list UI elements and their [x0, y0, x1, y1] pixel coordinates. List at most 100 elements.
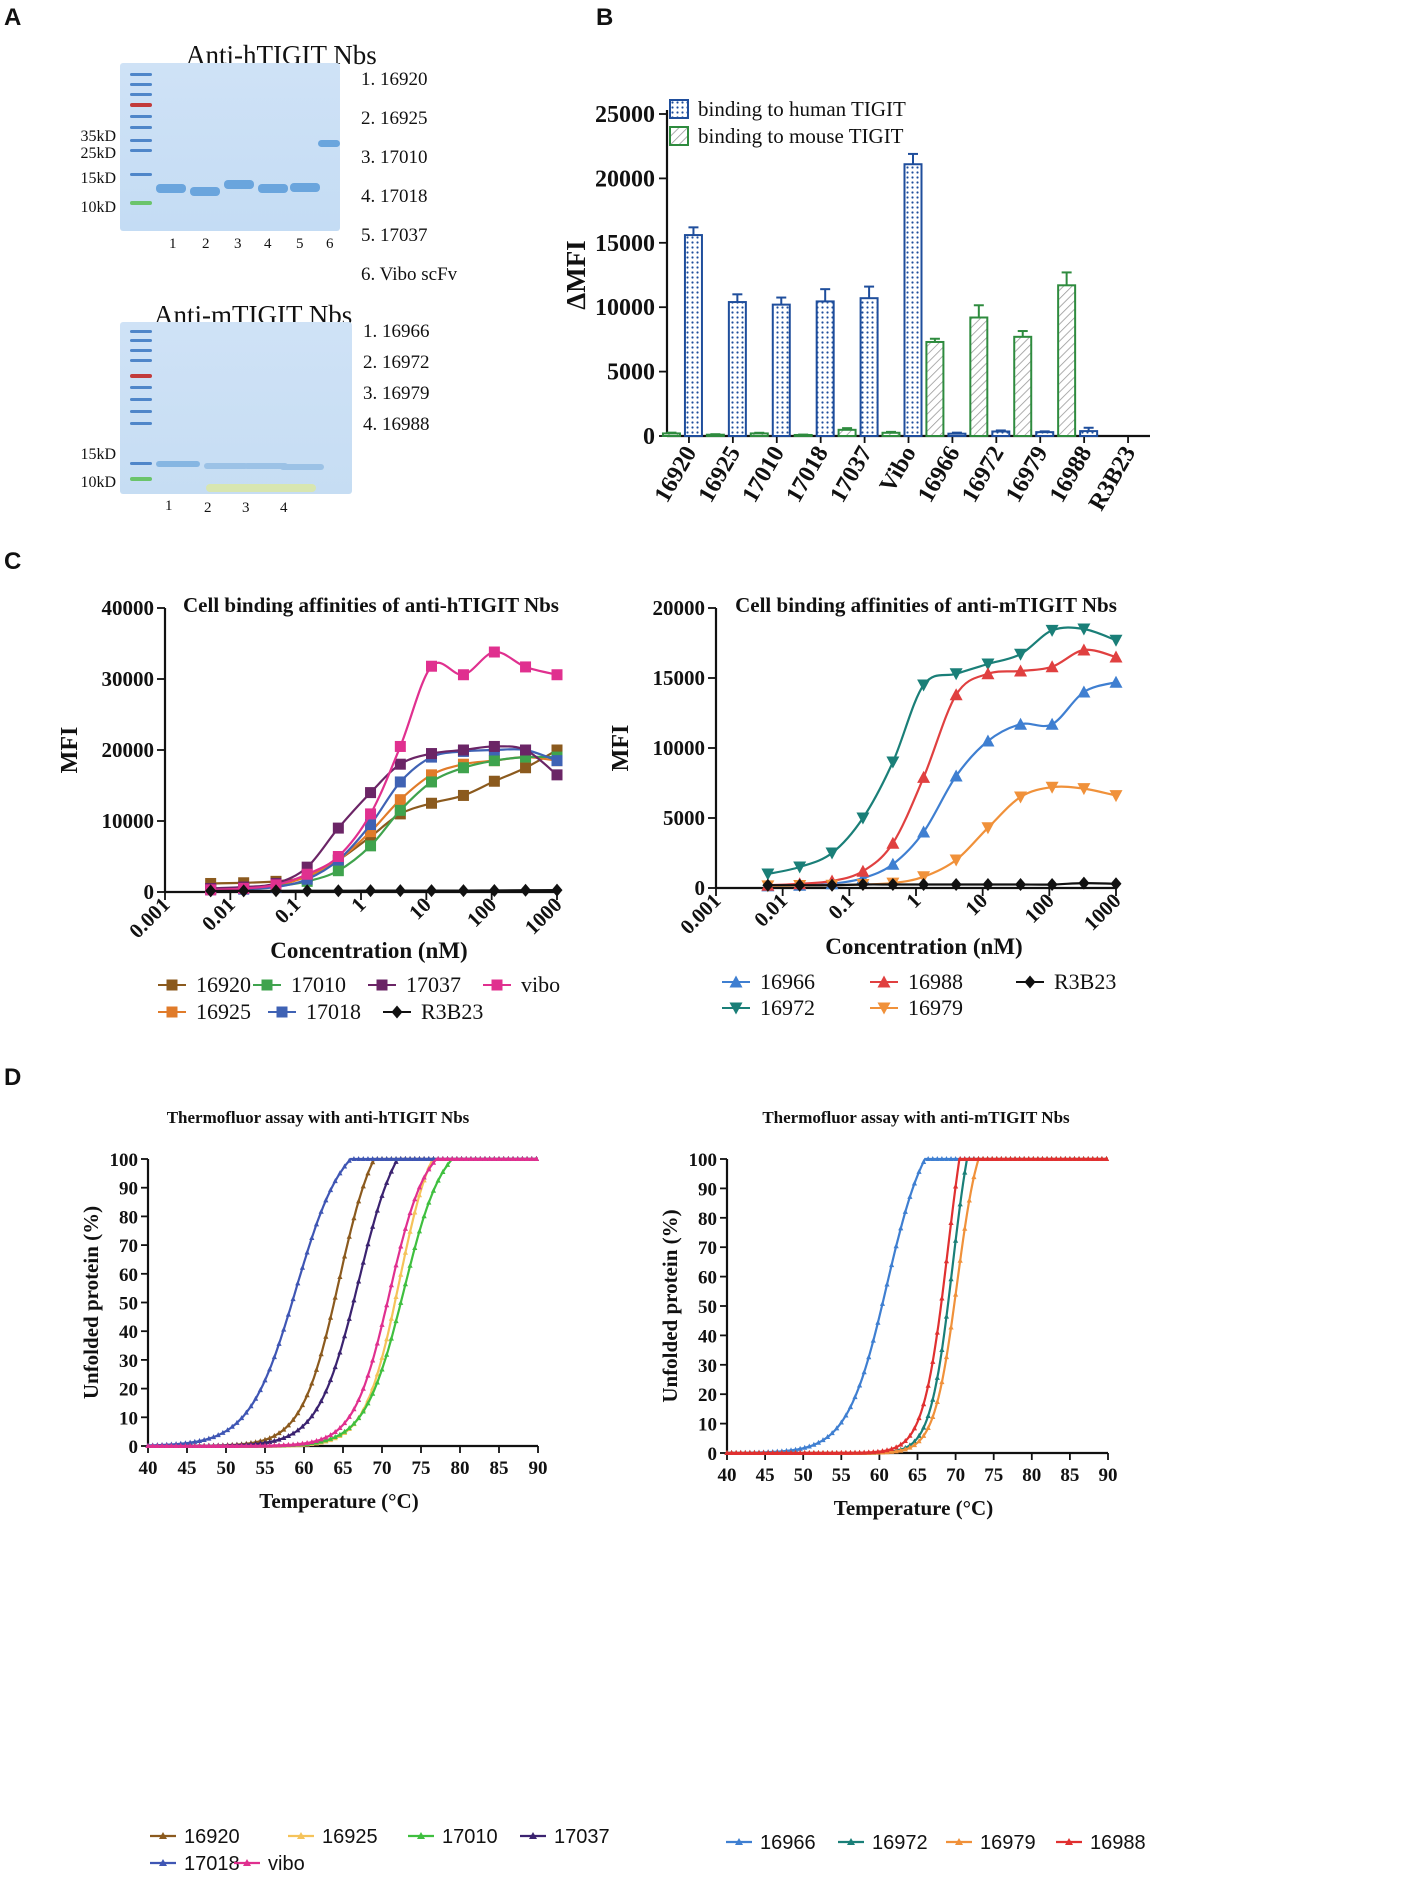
cr-point-16979: [1045, 781, 1059, 794]
dl-point-17018: [196, 1438, 203, 1444]
dl-point-17018: [257, 1387, 263, 1393]
dl-point-vibo: [332, 1428, 338, 1434]
dr-point-16988: [1076, 1156, 1082, 1161]
dl-point-16925: [379, 1354, 385, 1360]
b-y-tick-label: 15000: [595, 231, 655, 257]
gel-h-lane-label: 1. 16920: [361, 69, 428, 90]
cl-y-tick-label: 30000: [102, 667, 155, 691]
b-bar-mouse: [1013, 335, 1033, 438]
dl-point-17010: [412, 1245, 418, 1251]
cr-point-16979: [981, 822, 995, 835]
b-x-tick-label: 17037: [825, 442, 878, 507]
cr-legend-marker: [729, 975, 743, 988]
dr-point-16966: [838, 1419, 844, 1425]
cl-curve-17018: [210, 748, 558, 891]
b-bar-mouse: [661, 432, 681, 438]
cr-title: Cell binding affinities of anti-mTIGIT N…: [735, 593, 1117, 617]
dr-point-16988: [1085, 1156, 1091, 1161]
dr-point-16988: [893, 1444, 899, 1450]
dr-x-tick-label: 75: [984, 1465, 1003, 1486]
cr-point-16966: [949, 769, 963, 782]
dr-point-16966: [925, 1156, 931, 1161]
dr-point-16979: [888, 1448, 895, 1454]
dl-point-17018: [285, 1311, 291, 1317]
dr-point-16988: [888, 1446, 895, 1452]
gel-h-lane-2: 2: [202, 236, 210, 252]
dl-point-vibo: [491, 1156, 497, 1161]
cl-legend-marker: [166, 1006, 178, 1018]
dl-point-vibo: [187, 1442, 193, 1448]
gel-h-marker-35kd: 35kD: [80, 128, 116, 145]
dr-point-16972: [925, 1412, 931, 1418]
dl-point-17037: [341, 1333, 348, 1339]
dr-point-16988: [788, 1449, 794, 1455]
dr-point-16966: [856, 1382, 863, 1388]
dl-point-16925: [416, 1192, 423, 1198]
dl-point-16920: [267, 1435, 273, 1441]
cr-point-16979: [917, 871, 931, 884]
b-bar-mouse: [881, 431, 901, 437]
dl-point-17010: [444, 1161, 451, 1167]
dr-point-16979: [934, 1399, 940, 1405]
dl-point-16920: [365, 1170, 371, 1176]
cr-point-16972: [1077, 623, 1091, 636]
dr-point-16988: [884, 1447, 890, 1453]
dr-point-16988: [911, 1425, 918, 1431]
dr-point-16966: [930, 1156, 936, 1161]
cl-point-vibo: [426, 660, 438, 672]
cl-legend-label: R3B23: [421, 999, 483, 1024]
cl-x-tick-label: 0.001: [124, 893, 174, 943]
cr-y-tick-label: 20000: [653, 596, 706, 620]
dr-x-tick-label: 65: [908, 1465, 927, 1486]
cr-point-16972: [917, 679, 931, 692]
cl-point-17037: [426, 748, 438, 760]
dr-point-16988: [861, 1449, 867, 1455]
cl-point-R3B23: [365, 884, 377, 898]
dr-point-16988: [975, 1156, 982, 1161]
cr-y-tick-label: 15000: [653, 666, 706, 690]
dl-point-16925: [393, 1294, 399, 1300]
dl-y-tick-label: 50: [119, 1294, 138, 1315]
dl-point-17037: [281, 1435, 287, 1441]
dr-point-16979: [966, 1197, 972, 1203]
dr-point-16988: [971, 1156, 977, 1161]
cl-point-17037: [394, 758, 406, 770]
cr-point-R3B23: [918, 878, 930, 891]
dr-point-16988: [957, 1156, 963, 1161]
panel-label-d: D: [4, 1064, 22, 1091]
cl-point-R3B23: [332, 884, 344, 898]
dr-y-tick-label: 70: [698, 1238, 717, 1259]
cl-point-vibo: [551, 669, 563, 681]
dl-point-vibo: [505, 1156, 511, 1161]
dl-point-vibo: [360, 1385, 366, 1391]
dl-point-17010: [384, 1351, 390, 1357]
cl-point-16920: [457, 789, 469, 801]
b-bar-mouse: [925, 340, 945, 438]
dl-point-vibo: [440, 1156, 446, 1161]
dl-legend-label: 17010: [442, 1826, 498, 1848]
dr-point-16988: [1007, 1156, 1014, 1161]
dr-point-16972: [957, 1201, 963, 1207]
dl-y-tick-label: 30: [119, 1351, 138, 1372]
dl-x-tick-label: 45: [178, 1458, 197, 1479]
cl-legend-marker: [391, 1005, 403, 1019]
cl-point-vibo: [457, 669, 469, 681]
dr-point-16988: [1067, 1156, 1073, 1161]
dr-point-16966: [811, 1441, 817, 1447]
dl-point-vibo: [229, 1442, 235, 1448]
cl-x-tick-label: 1: [346, 893, 370, 917]
dr-point-16972: [911, 1438, 918, 1444]
dr-point-16988: [802, 1449, 808, 1455]
dl-point-17037: [309, 1413, 315, 1419]
dr-point-16988: [1071, 1156, 1078, 1161]
dr-x-tick-label: 80: [1022, 1465, 1041, 1486]
dr-legend-marker: [1065, 1838, 1073, 1845]
dr-point-16988: [948, 1219, 954, 1225]
cr-point-16972: [825, 847, 839, 860]
dl-point-vibo: [281, 1442, 287, 1448]
dr-point-16988: [870, 1449, 876, 1455]
dr-point-16966: [824, 1434, 831, 1440]
cr-point-16988: [1014, 664, 1028, 677]
dl-point-vibo: [285, 1441, 291, 1447]
dr-point-16988: [747, 1450, 753, 1455]
